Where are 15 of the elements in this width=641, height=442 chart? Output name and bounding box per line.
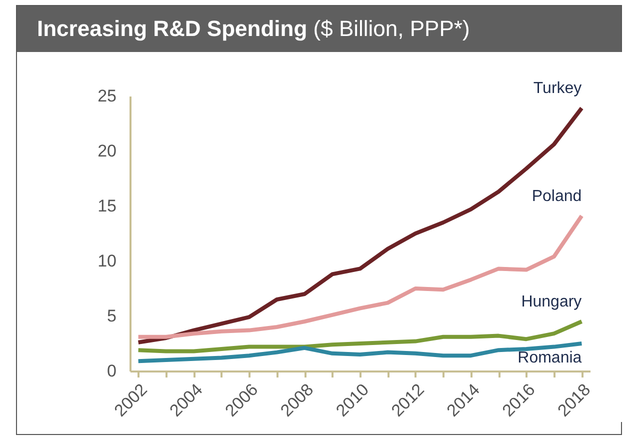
series-label: Romania <box>518 350 582 366</box>
y-tick-label: 0 <box>107 362 116 380</box>
y-tick-label: 5 <box>107 306 116 326</box>
series-label: Turkey <box>533 80 582 98</box>
line-series <box>136 106 584 344</box>
line-series <box>136 214 584 339</box>
chart-title: Increasing R&D Spending <box>37 16 308 41</box>
y-tick-label: 15 <box>98 196 116 216</box>
y-tick-label: 20 <box>98 142 116 160</box>
chart-subtitle: ($ Billion, PPP*) <box>313 16 470 41</box>
series-label: Hungary <box>521 294 582 310</box>
y-tick-label: 25 <box>98 86 116 106</box>
line-series <box>136 342 584 364</box>
series-label: Poland <box>532 188 582 205</box>
y-tick-label: 10 <box>98 252 116 270</box>
